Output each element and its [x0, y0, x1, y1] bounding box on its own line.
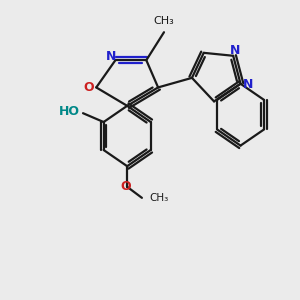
Text: N: N [230, 44, 241, 57]
Text: CH₃: CH₃ [149, 193, 169, 203]
Text: HO: HO [59, 105, 80, 118]
Text: O: O [84, 81, 94, 94]
Text: O: O [120, 180, 131, 193]
Text: CH₃: CH₃ [154, 16, 174, 26]
Text: N: N [106, 50, 116, 63]
Text: N: N [243, 78, 253, 91]
